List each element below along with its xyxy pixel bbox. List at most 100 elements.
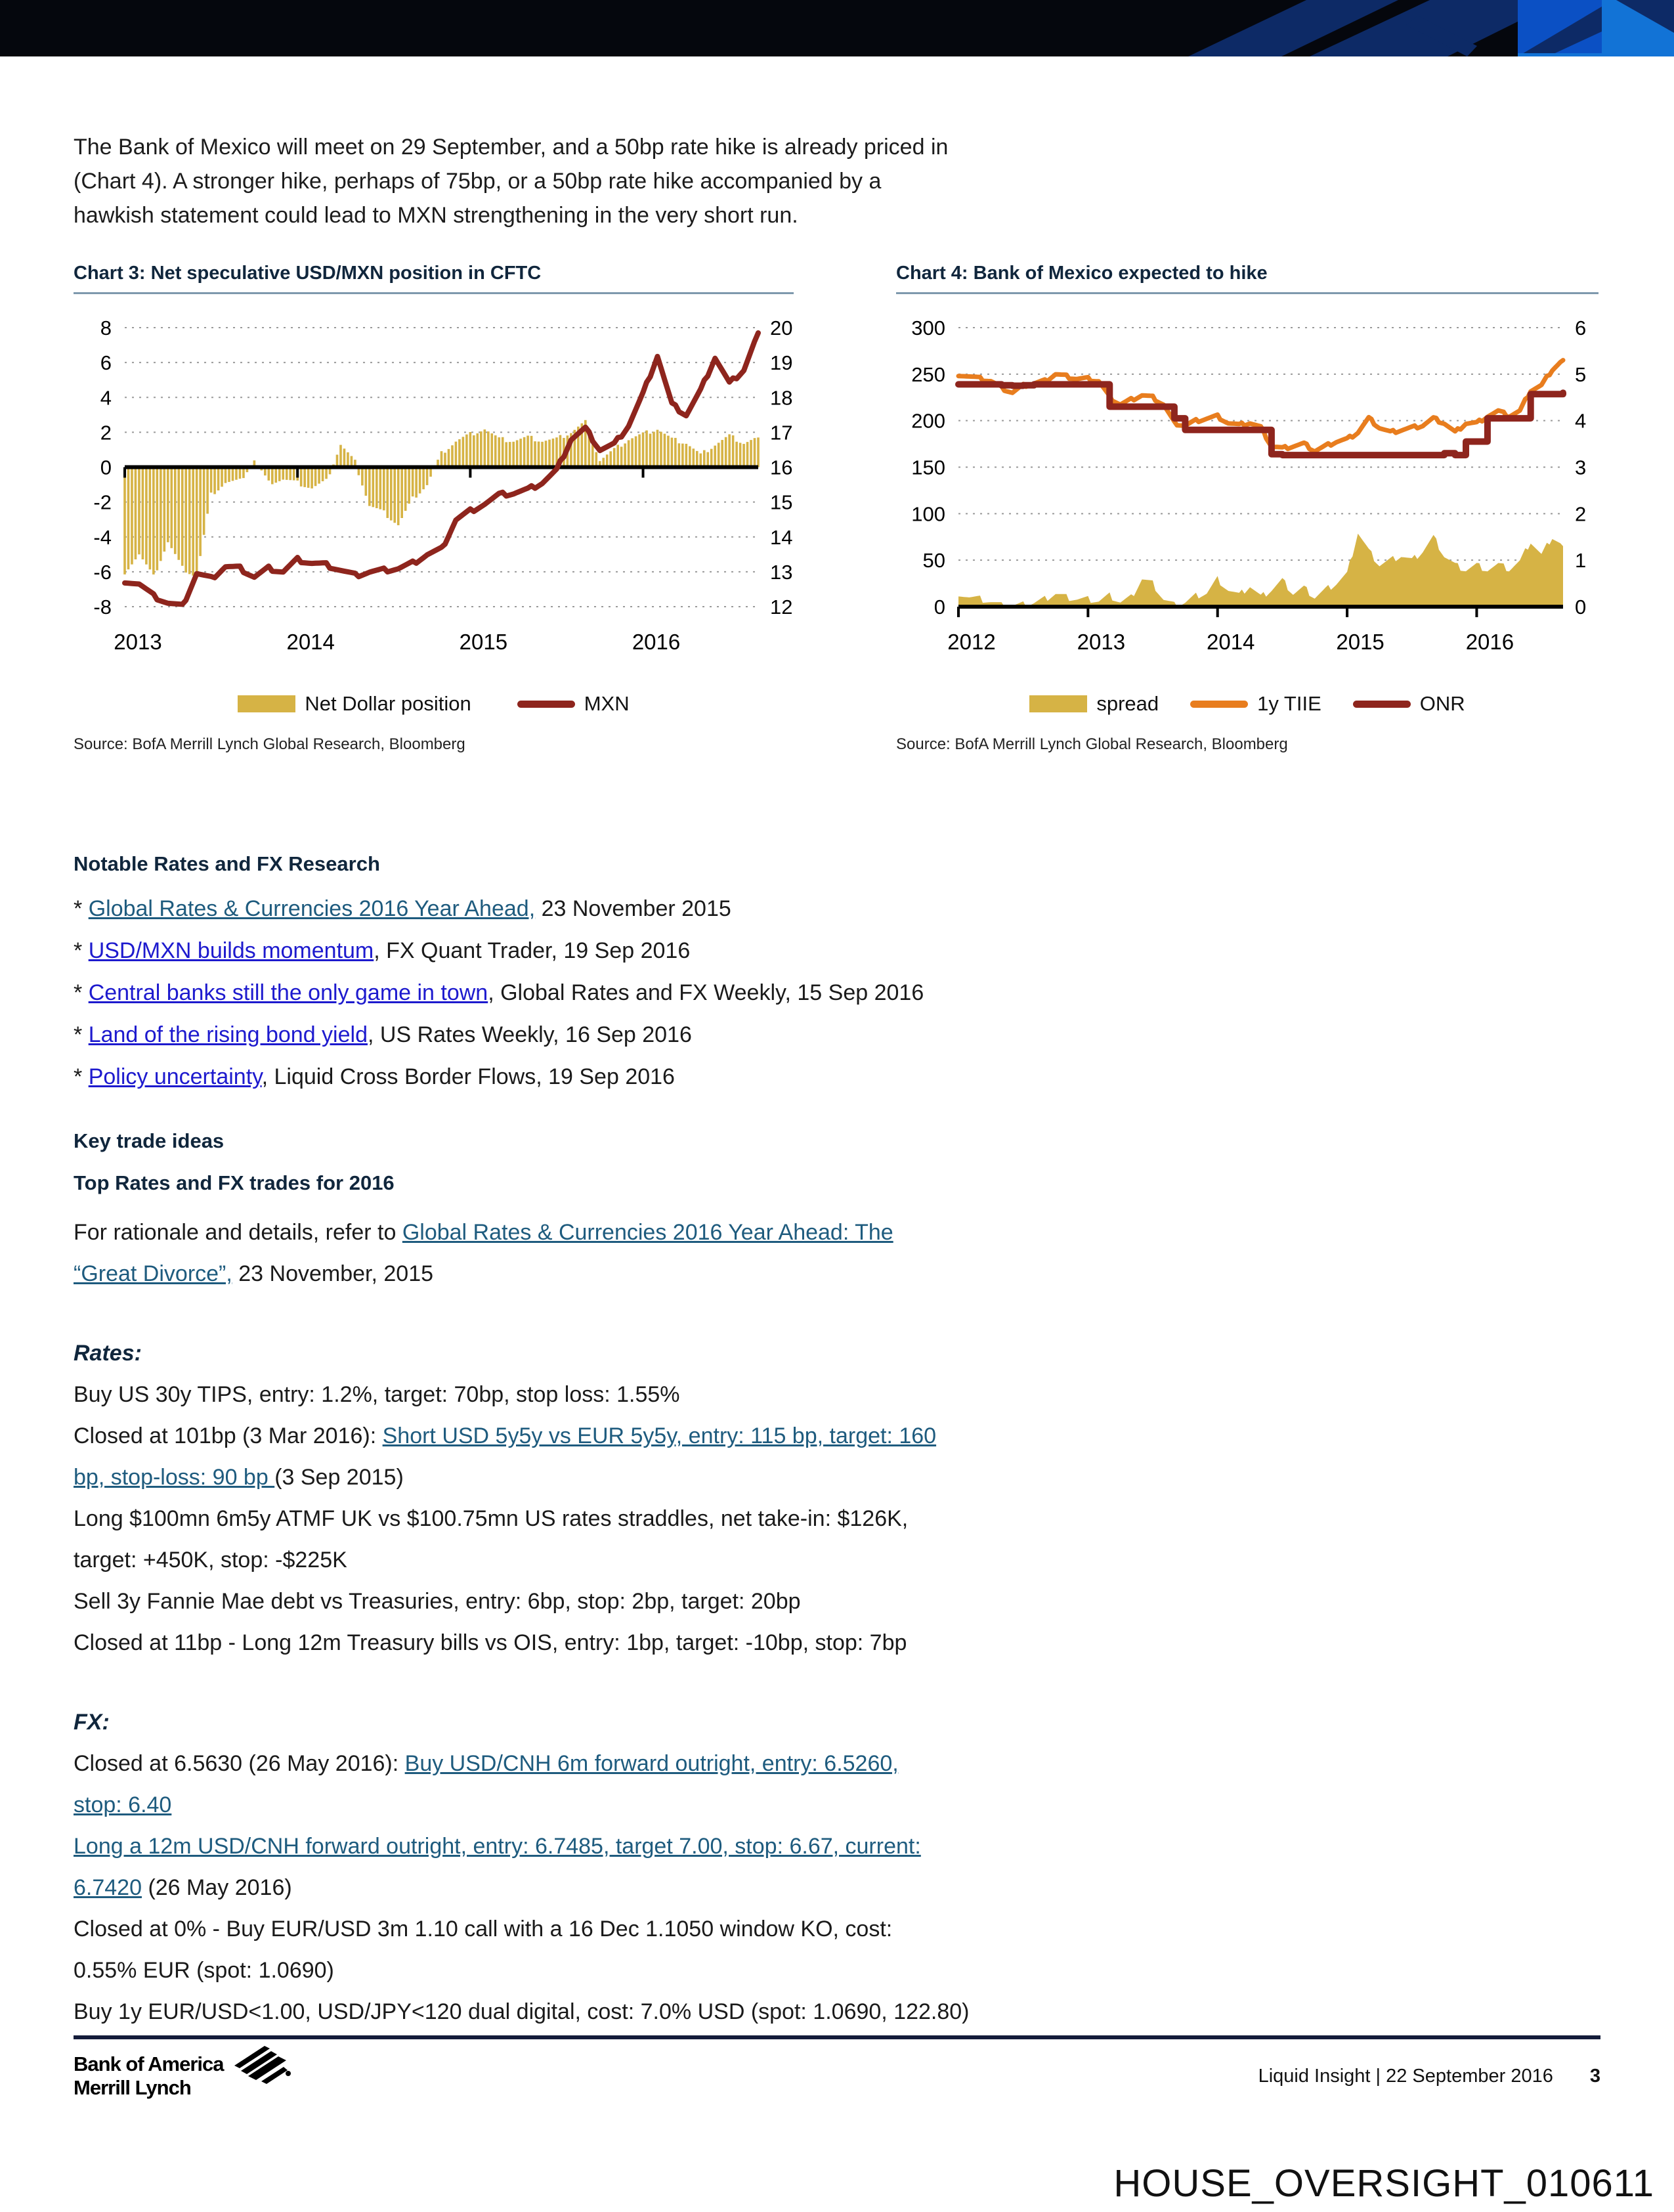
top-trades-subheading: Top Rates and FX trades for 2016 (74, 1171, 395, 1194)
fx-line: Closed at 6.5630 (26 May 2016): Buy USD/… (74, 1743, 1600, 1785)
fx-line: Closed at 0% - Buy EUR/USD 3m 1.10 call … (74, 1909, 1600, 1950)
chart4-block: Chart 4: Bank of Mexico expected to hike… (896, 263, 1599, 754)
svg-text:4: 4 (100, 386, 112, 409)
notable-research-heading: Notable Rates and FX Research (74, 852, 380, 875)
chart3-plot: 8 20 6 19 4 18 2 17 0 16 -2 15 -4 14 -6 13 -8 12 2013 2014 2… (93, 316, 792, 654)
svg-text:2: 2 (100, 421, 112, 444)
text-run: * (74, 980, 89, 1005)
research-link[interactable]: Policy uncertainty (88, 1064, 262, 1089)
logo-line2: Merrill Lynch (74, 2076, 192, 2099)
svg-text:2012: 2012 (947, 630, 995, 654)
rates-line: bp, stop-loss: 90 bp (3 Sep 2015) (74, 1457, 1600, 1498)
chart3-legend: Net Dollar position MXN (74, 692, 794, 716)
svg-text:4: 4 (1575, 410, 1586, 433)
key-trade-ideas-heading: Key trade ideas (74, 1129, 225, 1152)
rates-heading: Rates: (74, 1341, 142, 1366)
text-run: Buy US 30y TIPS, entry: 1.2%, target: 70… (74, 1382, 680, 1407)
page-content: The Bank of Mexico will meet on 29 Septe… (0, 56, 1674, 2033)
svg-text:0: 0 (100, 456, 112, 479)
brand-banner (0, 0, 1674, 56)
research-link[interactable]: stop: 6.40 (74, 1792, 172, 1817)
research-link[interactable]: Short USD 5y5y vs EUR 5y5y, entry: 115 b… (382, 1423, 937, 1448)
text-run: * (74, 938, 89, 963)
chart4-title: Chart 4: Bank of Mexico expected to hike (896, 263, 1599, 294)
legend-item: ONR (1352, 692, 1465, 716)
bates-stamp: HOUSE_OVERSIGHT_010611 (1113, 2162, 1654, 2205)
fx-section: FX: Closed at 6.5630 (26 May 2016): Buy … (74, 1702, 1600, 2033)
svg-text:20: 20 (770, 316, 792, 339)
legend-swatch-bar (1029, 695, 1088, 712)
text-run: For rationale and details, refer to (74, 1220, 402, 1245)
svg-text:-2: -2 (93, 491, 112, 514)
intro-line: The Bank of Mexico will meet on 29 Septe… (74, 135, 949, 160)
legend-label: MXN (584, 692, 630, 715)
svg-text:2016: 2016 (1466, 630, 1514, 654)
fx-line: Buy 1y EUR/USD<1.00, USD/JPY<120 dual di… (74, 1991, 1600, 2033)
svg-text:-6: -6 (93, 561, 112, 584)
research-link[interactable]: Long a 12m USD/CNH forward outright, ent… (74, 1834, 921, 1859)
svg-text:2013: 2013 (114, 630, 161, 654)
svg-text:200: 200 (911, 410, 945, 433)
research-item-line: * Policy uncertainty, Liquid Cross Borde… (74, 1056, 1600, 1098)
svg-text:1: 1 (1575, 549, 1586, 572)
research-item-line: * Global Rates & Currencies 2016 Year Ah… (74, 888, 1600, 930)
chart3-block: Chart 3: Net speculative USD/MXN positio… (74, 263, 794, 754)
key-trade-ideas-section: Key trade ideas Top Rates and FX trades … (74, 1128, 1600, 1295)
text-run: (26 May 2016) (142, 1875, 292, 1900)
rates-line: Closed at 101bp (3 Mar 2016): Short USD … (74, 1416, 1600, 1457)
research-item-line: * USD/MXN builds momentum, FX Quant Trad… (74, 930, 1600, 972)
text-run: , Liquid Cross Border Flows, 19 Sep 2016 (261, 1064, 675, 1089)
svg-text:100: 100 (911, 502, 945, 525)
text-run: , Global Rates and FX Weekly, 15 Sep 201… (488, 980, 924, 1005)
bofa-merrill-logo: Bank of America Merrill Lynch (74, 2046, 293, 2100)
logo-line1: Bank of America (74, 2052, 224, 2075)
legend-item: Net Dollar position (238, 692, 471, 716)
text-run: 23 November, 2015 (232, 1261, 434, 1286)
text-run: Sell 3y Fannie Mae debt vs Treasuries, e… (74, 1589, 801, 1614)
research-link[interactable]: Central banks still the only game in tow… (88, 980, 488, 1005)
svg-text:2014: 2014 (286, 630, 334, 654)
research-link[interactable]: Buy USD/CNH 6m forward outright, entry: … (404, 1751, 899, 1776)
research-link[interactable]: “Great Divorce”, (74, 1261, 232, 1286)
rates-line: Sell 3y Fannie Mae debt vs Treasuries, e… (74, 1581, 1600, 1622)
fx-trades-text: Closed at 6.5630 (26 May 2016): Buy USD/… (74, 1743, 1600, 2033)
legend-swatch-line (1190, 700, 1249, 708)
legend-label: Net Dollar position (305, 692, 471, 715)
text-run: , FX Quant Trader, 19 Sep 2016 (374, 938, 691, 963)
research-link[interactable]: Land of the rising bond yield (88, 1022, 368, 1047)
rates-trades-text: Buy US 30y TIPS, entry: 1.2%, target: 70… (74, 1374, 1600, 1664)
research-item-line: * Land of the rising bond yield, US Rate… (74, 1014, 1600, 1056)
research-link[interactable]: 6.7420 (74, 1875, 142, 1900)
key-trade-ideas-text: For rationale and details, refer to Glob… (74, 1212, 1600, 1295)
svg-text:-4: -4 (93, 526, 112, 549)
text-run: Buy 1y EUR/USD<1.00, USD/JPY<120 dual di… (74, 1999, 970, 2024)
svg-text:2: 2 (1575, 502, 1586, 525)
svg-text:2014: 2014 (1207, 630, 1255, 654)
research-link[interactable]: Global Rates & Currencies 2016 Year Ahea… (402, 1220, 893, 1245)
svg-text:-8: -8 (93, 596, 112, 618)
svg-text:2015: 2015 (460, 630, 507, 654)
chart4-legend: spread 1y TIIE ONR (896, 692, 1599, 716)
svg-text:150: 150 (911, 456, 945, 479)
text-run: 23 November 2015 (535, 896, 731, 921)
research-link[interactable]: bp, stop-loss: 90 bp (74, 1465, 275, 1490)
text-run: Closed at 6.5630 (26 May 2016): (74, 1751, 405, 1776)
research-link[interactable]: USD/MXN builds momentum (88, 938, 374, 963)
fx-line: 6.7420 (26 May 2016) (74, 1867, 1600, 1909)
intro-line: (Chart 4). A stronger hike, perhaps of 7… (74, 169, 882, 194)
svg-text:16: 16 (770, 456, 792, 479)
svg-text:6: 6 (100, 351, 112, 374)
intro-paragraph: The Bank of Mexico will meet on 29 Septe… (74, 130, 1600, 232)
text-run: target: +450K, stop: -$225K (74, 1548, 347, 1572)
legend-label: spread (1096, 692, 1159, 715)
svg-text:2013: 2013 (1077, 630, 1125, 654)
svg-text:8: 8 (100, 316, 112, 339)
fx-line: 0.55% EUR (spot: 1.0690) (74, 1950, 1600, 1991)
svg-text:5: 5 (1575, 363, 1586, 386)
footer-divider (74, 2035, 1600, 2039)
research-link[interactable]: Global Rates & Currencies 2016 Year Ahea… (88, 896, 536, 921)
legend-item: MXN (517, 692, 630, 716)
brand-flag-banner-art (1109, 0, 1674, 56)
key-trades-line: For rationale and details, refer to Glob… (74, 1212, 1600, 1253)
